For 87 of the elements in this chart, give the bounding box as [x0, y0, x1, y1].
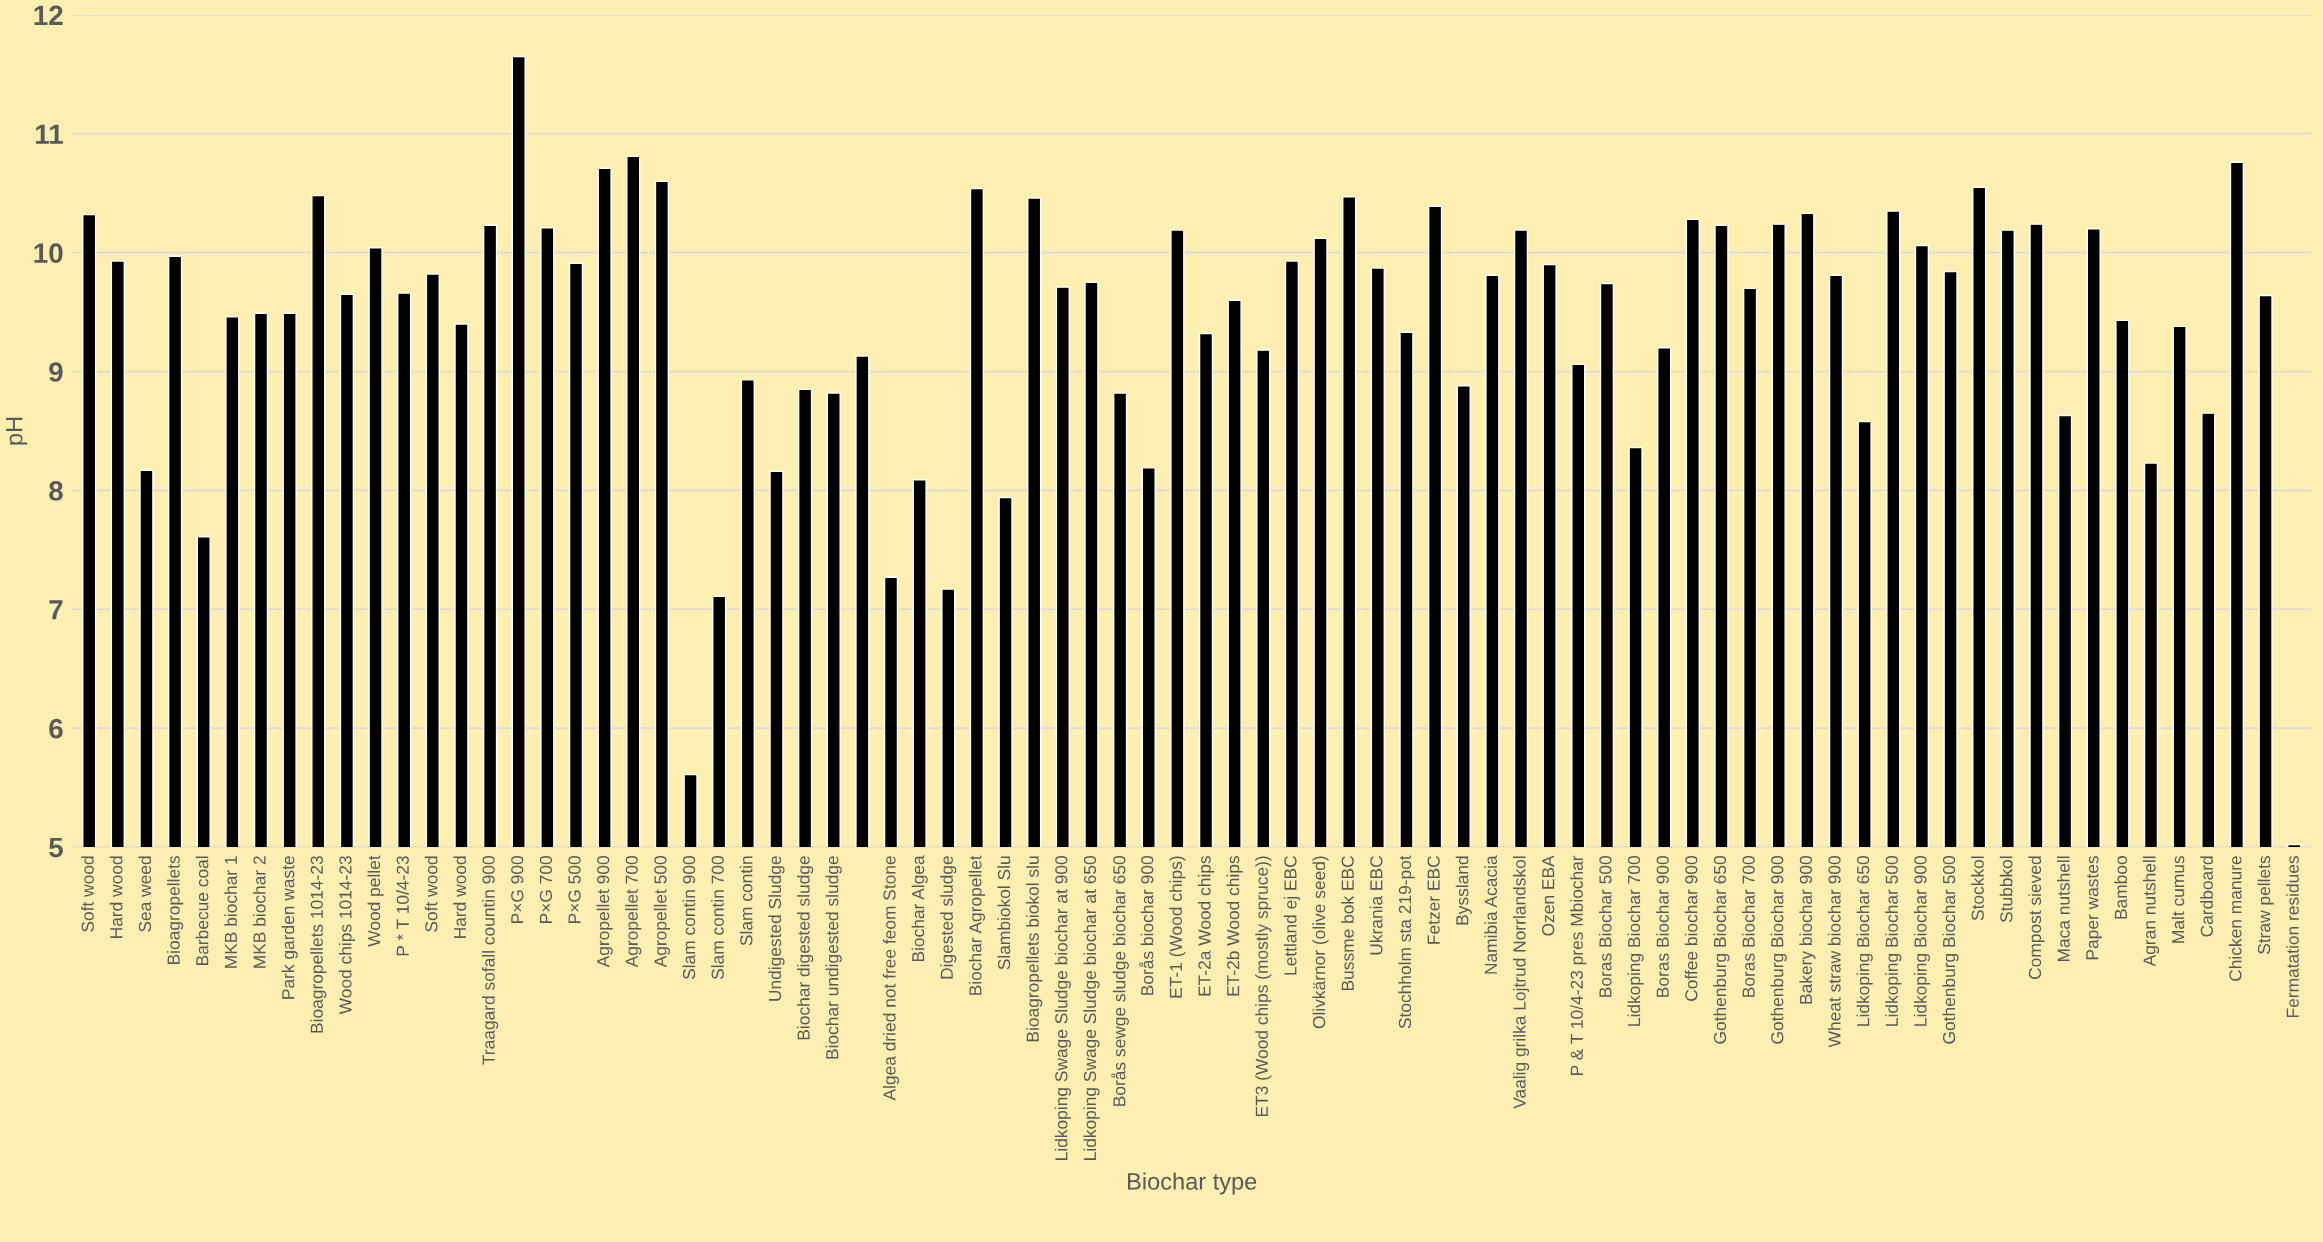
x-tick-label: Agropellet 900: [596, 856, 613, 968]
x-tick-label: Bamboo: [2114, 856, 2128, 919]
x-tick-label: Bioagropellets: [167, 856, 184, 964]
x-tick-label: ET-1 (Wood chips): [1169, 856, 1186, 998]
x-tick-label: Gothenburg Biochar 500: [1942, 856, 1959, 1044]
x-tick-label: Gothenburg Biochar 900: [1770, 856, 1787, 1044]
x-tick-label: MKB biochar 2: [252, 856, 266, 968]
x-tick-label: Gothenburg Biochar 650: [1713, 856, 1730, 1044]
x-tick-label: Ozen EBA: [1542, 855, 1555, 936]
x-tick-label: Bioagropellets 1014-23: [310, 856, 327, 1033]
x-tick-label: Straw pellets: [2257, 856, 2274, 954]
x-tick-label: Agropellet 700: [625, 856, 642, 968]
x-tick-label: Coffee biochar 900: [1684, 856, 1698, 1001]
y-tick-label: 6: [49, 718, 63, 739]
x-tick-label: Fermatation residues: [2286, 855, 2299, 1018]
x-tick-label: Wood pellet: [367, 855, 384, 947]
x-tick-label: Slam contin 700: [711, 856, 724, 980]
x-tick-label: Agran nutshell: [2142, 856, 2160, 967]
x-tick-label: Boras Biochar 700: [1742, 856, 1755, 997]
x-tick-label: Borås biochar 900: [1139, 856, 1154, 995]
x-tick-label: Traagard sofall countin 900: [482, 856, 499, 1065]
x-tick-label: ET3 (Wood chips (mostly spruce)): [1255, 856, 1272, 1117]
x-tick-label: ET-2a Wood chips: [1197, 856, 1215, 996]
x-tick-label: Soft wood: [81, 856, 94, 932]
x-tick-label: Slam contin 900: [682, 856, 696, 980]
x-tick-label: Biochar undigested sludge: [825, 856, 842, 1059]
x-tick-label: Cardboard: [2200, 856, 2213, 937]
x-tick-label: MKB biochar 1: [224, 856, 238, 968]
y-axis-title: pH: [6, 417, 28, 445]
x-tick-label: Barbecue coal: [195, 856, 209, 965]
x-tick-label: Malt cumus: [2171, 856, 2185, 943]
x-tick-label: Park garden waste: [281, 856, 298, 999]
x-tick-label: Lidkoping Biochar 700: [1627, 856, 1644, 1026]
y-tick-label: 10: [34, 243, 63, 263]
x-tick-label: Stockkol: [1971, 856, 1984, 921]
x-tick-label: Undigested Sludge: [768, 856, 785, 1001]
x-tick-label: P×G 700: [539, 856, 553, 923]
x-tick-label: Boras Biochar 900: [1656, 856, 1669, 997]
x-tick-label: Bioagropellets biokol slu: [1026, 856, 1043, 1042]
x-tick-label: Bussme bok EBC: [1341, 856, 1354, 990]
x-tick-label: Hard wood: [109, 856, 123, 938]
x-tick-label: Slambiokol Slu: [997, 856, 1011, 970]
x-tick-label: ET-2b Wood chips: [1226, 856, 1243, 996]
x-tick-label: Lettland ej EBC: [1283, 856, 1301, 975]
x-tick-label: Fetzer EBC: [1427, 856, 1440, 944]
x-tick-label: Sea weed: [138, 856, 152, 932]
x-tick-label: P & T 10/4-23 pres Mbiochar: [1570, 855, 1587, 1075]
y-tick-label: 11: [36, 124, 63, 144]
x-tick-label: Byssland: [1455, 856, 1472, 925]
x-tick-label: Bakery biochar 900: [1799, 856, 1816, 1004]
x-tick-label: Agropellet 500: [653, 856, 671, 968]
x-tick-label: Compost sieved: [2028, 856, 2045, 979]
x-tick-label: Soft wood: [424, 856, 438, 932]
x-tick-label: Paper wastes: [2086, 856, 2102, 960]
x-tick-label: Stubbkol: [1999, 856, 2013, 923]
y-tick-label: 12: [34, 5, 63, 25]
x-tick-label: Biochar digested sludge: [797, 856, 814, 1040]
x-tick-label: Chicken manure: [2228, 856, 2242, 981]
x-tick-label: Namibia Acacia: [1484, 855, 1498, 974]
x-tick-label: Lidkoping Biochar 900: [1913, 856, 1931, 1026]
x-tick-label: Olivkärnor (olive seed): [1312, 856, 1329, 1029]
y-tick-label: 7: [49, 600, 63, 620]
x-tick-label: Algea dried not free feom Stone: [882, 856, 900, 1101]
x-tick-label: Wood chips 1014-23: [338, 856, 356, 1015]
x-tick-label: Stochholm sta 219-pot: [1398, 855, 1415, 1029]
x-axis-title: Biochar type: [1128, 1172, 1257, 1195]
x-tick-label: Lidkoping Swage Sludge biochar at 900: [1054, 856, 1071, 1160]
x-tick-label: P×G 900: [511, 856, 524, 923]
y-tick-label: 8: [49, 481, 63, 501]
x-tick-label: Biochar Agropellet: [968, 855, 986, 995]
x-tick-label: Vaalig grilka Lojtrud Norrlandskol: [1512, 856, 1530, 1109]
x-tick-label: Hard wood: [453, 856, 467, 938]
x-tick-label: Lidkoping Swage Sludge biochar at 650: [1083, 856, 1100, 1160]
x-tick-label: P×G 500: [568, 856, 581, 923]
x-tick-label: Borås sewge sludge biochar 650: [1111, 856, 1129, 1106]
x-tick-label: Boras Biochar 500: [1598, 856, 1612, 997]
x-tick-label: Slam contin: [739, 856, 753, 946]
x-tick-label: Ukrania EBC: [1369, 856, 1383, 955]
x-tick-label: Maca nutshell: [2057, 856, 2070, 962]
x-tick-label: Lidkoping Biochar 650: [1856, 856, 1873, 1026]
y-tick-label: 9: [49, 362, 63, 382]
x-tick-label: Wheat straw biochar 900: [1827, 856, 1841, 1048]
y-tick-label: 5: [49, 838, 63, 858]
x-tick-label: Biochar Algea: [911, 855, 928, 962]
x-tick-label: P * T 10/4-23: [396, 856, 409, 956]
x-tick-label: Digested sludge: [940, 856, 957, 979]
x-tick-label: Lidkoping Biochar 500: [1885, 856, 1902, 1026]
